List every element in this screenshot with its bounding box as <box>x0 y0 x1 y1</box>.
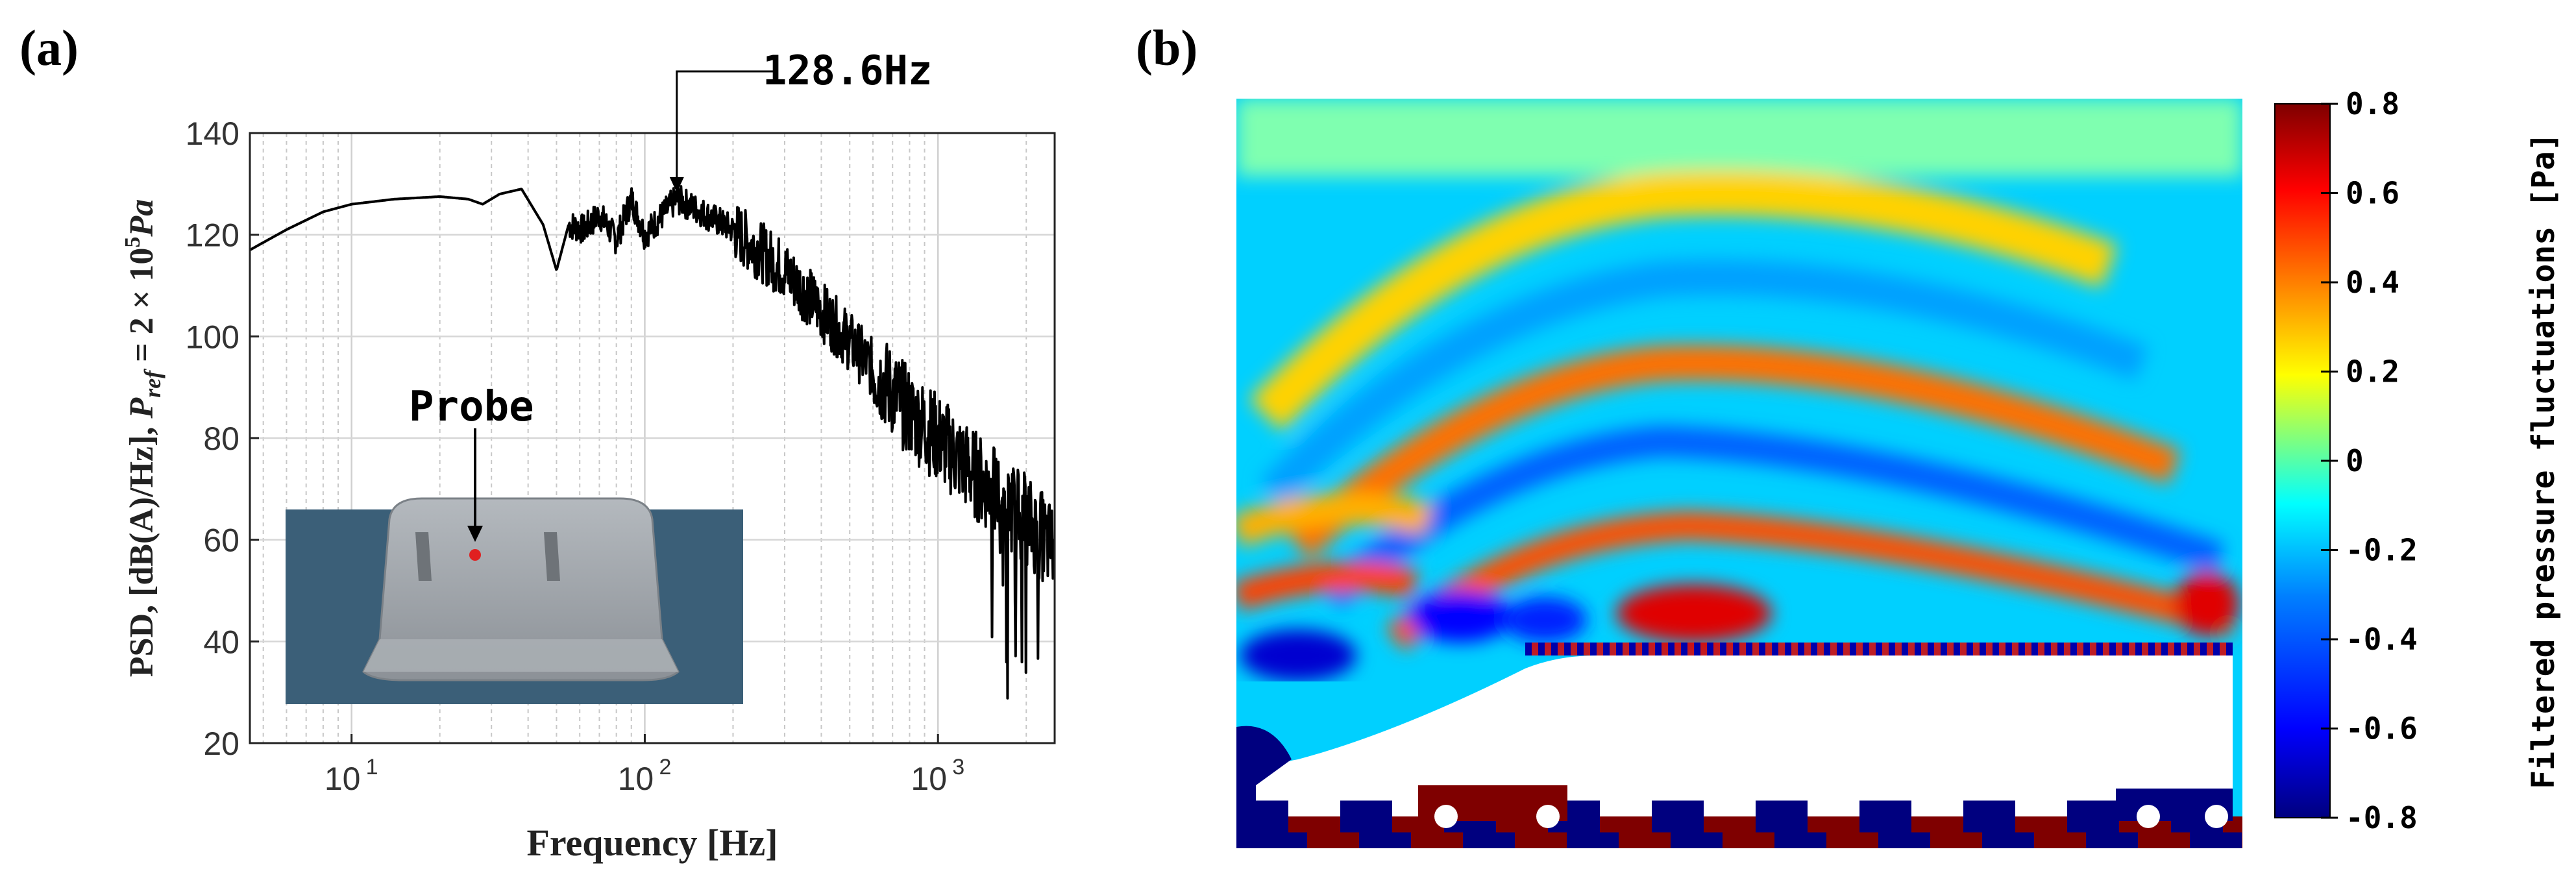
probe-inset-image <box>286 428 743 704</box>
x-axis-label: Frequency [Hz] <box>526 822 778 864</box>
x-tick-exponent: 1 <box>366 755 378 779</box>
colorbar-tick-label: 0.6 <box>2346 176 2399 211</box>
x-axis-ticks: 10 1 10 2 10 3 <box>325 734 964 797</box>
y-tick-label: 20 <box>203 726 239 762</box>
peak-annotation-arrowhead <box>669 177 684 193</box>
x-tick-exponent: 3 <box>952 755 964 779</box>
field-top-band <box>1236 99 2242 177</box>
probe-marker <box>469 549 481 561</box>
y-tick-label: 40 <box>203 624 239 660</box>
colorbar <box>2274 103 2331 818</box>
x-tick-label: 10 <box>325 761 361 797</box>
colorbar-tick-label: 0 <box>2346 443 2364 478</box>
pressure-field-contour <box>1236 99 2242 848</box>
field-blob-5 <box>2174 571 2239 636</box>
panel-a-label: (a) <box>19 19 79 76</box>
field-blob-2 <box>1503 597 1587 643</box>
wave-arc-5 <box>1386 511 2237 651</box>
inset-vent-right <box>544 532 560 581</box>
psd-series-line <box>250 185 1055 700</box>
colorbar-tick-label: 0.4 <box>2346 265 2399 300</box>
peak-annotation-label: 128.6Hz <box>763 47 932 94</box>
y-tick-label: 100 <box>186 319 239 355</box>
wheel-4 <box>2205 805 2228 828</box>
colorbar-tick-label: -0.6 <box>2346 711 2418 746</box>
wheel-2 <box>1536 805 1560 828</box>
peak-annotation-leader <box>676 70 774 180</box>
field-blob-4 <box>1240 630 1356 681</box>
colorbar-tick-label: 0.2 <box>2346 354 2399 389</box>
probe-label: Probe <box>409 383 534 431</box>
y-tick-label: 60 <box>203 522 239 559</box>
panel-b-label: (b) <box>1136 19 1197 76</box>
field-blob-3 <box>1616 584 1772 643</box>
x-tick-exponent: 2 <box>659 755 671 779</box>
colorbar-tick-label: 0.8 <box>2346 86 2399 121</box>
x-tick-label: 10 <box>618 761 654 797</box>
nose-pressure-region <box>1236 726 1292 848</box>
y-axis-label: PSD, [dB(A)/Hz], Pref = 2 × 105Pa <box>121 199 166 677</box>
colorbar-tick-label: -0.4 <box>2346 622 2418 657</box>
y-axis-ticks: 20 40 60 80 100 120 140 <box>186 116 259 762</box>
peak-annotation: 128.6Hz <box>669 47 932 193</box>
wheel-1 <box>1434 805 1458 828</box>
wheel-3 <box>2137 805 2160 828</box>
inset-vehicle-skirt <box>363 639 678 672</box>
x-tick-label: 10 <box>911 761 947 797</box>
wave-arc-6 <box>1236 493 1432 548</box>
colorbar-label: Filtered pressure fluctuations [Pa] <box>2525 132 2562 789</box>
inset-vehicle-body <box>362 497 680 681</box>
wave-arc-2 <box>1259 260 2148 506</box>
field-blob-1 <box>1408 591 1512 643</box>
inset-vent-left <box>415 532 432 581</box>
colorbar-tick-label: -0.8 <box>2346 800 2418 835</box>
y-tick-label: 120 <box>186 217 239 254</box>
wave-arc-3 <box>1286 345 2181 559</box>
probe-arrowhead <box>467 526 483 542</box>
y-tick-label: 80 <box>203 421 239 457</box>
wave-arc-7 <box>1236 562 1419 611</box>
y-tick-label: 140 <box>186 116 239 152</box>
colorbar-tick-label: -0.2 <box>2346 533 2418 568</box>
wave-arc-4 <box>1320 425 2225 609</box>
colorbar-ticks: 0.8 0.6 0.4 0.2 0 -0.2 -0.4 -0.6 -0.8 <box>2321 86 2418 835</box>
wave-arc-1 <box>1249 170 2118 432</box>
